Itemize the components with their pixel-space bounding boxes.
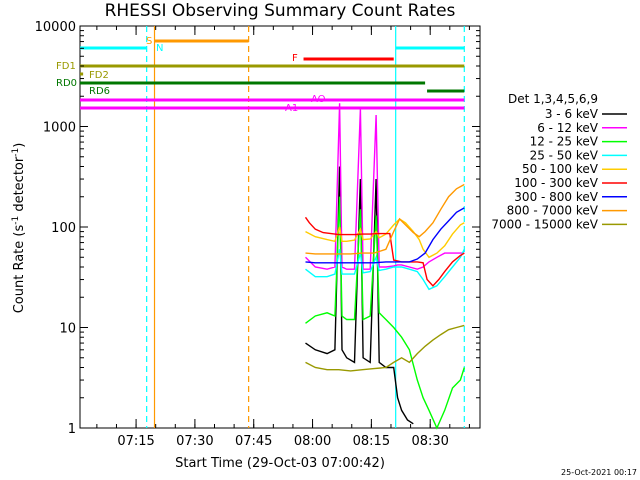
legend-entry: 6 - 12 keV: [537, 121, 599, 135]
x-tick-label: 07:45: [235, 434, 272, 449]
render-timestamp: 25-Oct-2021 00:17: [561, 468, 637, 477]
flag-label: N: [156, 43, 163, 54]
flag-label: AO: [311, 94, 326, 105]
flag-label: RD6: [89, 86, 110, 97]
flag-label: A1: [285, 103, 298, 114]
legend-entry: 100 - 300 keV: [514, 176, 598, 190]
x-tick-label: 08:15: [353, 434, 390, 449]
y-tick-label: 10: [59, 322, 76, 337]
flag-bars: SN F FD1 FD2 RD0 RD6 AO A1: [56, 36, 465, 114]
y-axis-label: Count Rate (s-1 detector-1): [11, 143, 27, 314]
chart-title: RHESSI Observing Summary Count Rates: [105, 1, 456, 21]
legend-entry: 800 - 7000 keV: [507, 204, 599, 218]
legend-entry: 7000 - 15000 keV: [491, 217, 598, 231]
legend-entry: 300 - 800 keV: [514, 190, 598, 204]
series-line: [305, 166, 414, 425]
y-tick-label: 1: [68, 422, 76, 437]
series-line: [304, 216, 465, 287]
series-line: [305, 324, 465, 372]
series-lines: [304, 103, 465, 430]
y-tick-label: 1000: [43, 121, 76, 136]
plot-frame: [79, 25, 481, 429]
x-tick-label: 08:00: [294, 434, 331, 449]
flag-label: RD0: [56, 78, 77, 89]
series-line: [305, 196, 465, 430]
flag-label: FD1: [56, 61, 76, 72]
y-tick-label: 100: [51, 221, 76, 236]
legend-title: Det 1,3,4,5,6,9: [508, 92, 598, 106]
legend-entry: 12 - 25 keV: [530, 135, 599, 149]
x-tick-label: 08:30: [411, 434, 448, 449]
series-line: [305, 248, 465, 291]
y-tick-label: 10000: [35, 20, 76, 35]
legend-entry: 50 - 100 keV: [522, 162, 599, 176]
series-line: [305, 183, 465, 255]
x-tick-label: 07:30: [176, 434, 213, 449]
x-axis-label: Start Time (29-Oct-03 07:00:42): [175, 456, 385, 471]
plot-vlines: [146, 26, 465, 428]
legend-entry: 3 - 6 keV: [545, 107, 599, 121]
series-line: [305, 207, 465, 264]
flag-label: FD2: [89, 70, 109, 81]
y-axis-ticks: 1 10 100 1000 10000: [35, 20, 480, 437]
x-axis-ticks: 07:15 07:30 07:45 08:00 08:15 08:30: [96, 26, 470, 449]
legend-entry: 25 - 50 keV: [530, 148, 599, 162]
flag-label: S: [146, 36, 152, 47]
x-tick-label: 07:15: [117, 434, 154, 449]
flag-label: F: [292, 53, 298, 64]
series-line: [305, 218, 465, 259]
series-line: [305, 103, 465, 270]
